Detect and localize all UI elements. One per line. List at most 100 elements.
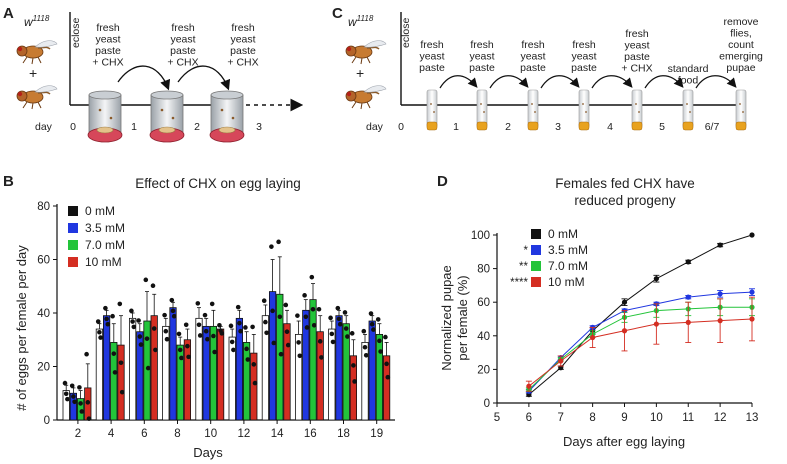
chart-d-ylabel-line2: per female (%) <box>455 275 470 360</box>
chart-d-point <box>526 383 532 389</box>
chart-b-bar <box>103 315 111 421</box>
chart-b-point <box>205 336 210 342</box>
chart-b-point <box>84 351 89 357</box>
chart-b-bar <box>316 331 324 421</box>
step-label-a: yeast <box>230 34 255 46</box>
chart-b-point <box>277 314 283 320</box>
chart-d-xtick-label: 6 <box>526 412 532 424</box>
chart-b-point <box>278 351 284 357</box>
panel-a-cups <box>87 90 245 143</box>
chart-b-bar <box>143 320 151 421</box>
step-label-c: fresh <box>572 39 596 51</box>
day-label-a: day <box>35 121 53 133</box>
chart-b-point <box>170 308 176 314</box>
chart-b-point <box>243 325 248 330</box>
chart-b-point <box>276 239 281 245</box>
chart-b-point <box>176 331 182 337</box>
chart-b-point <box>285 342 291 348</box>
chart-d-ytick-label: 20 <box>477 364 490 376</box>
step-label-a: fresh <box>171 22 195 34</box>
chart-d-point <box>717 291 723 297</box>
chart-b-bar <box>242 342 251 421</box>
chart-d-legend-swatch <box>531 261 541 271</box>
transfer-arrow-c <box>644 75 684 89</box>
chart-b-point <box>309 274 315 280</box>
chart-d-ytick-label: 80 <box>477 264 490 276</box>
panel-c-tubes <box>426 89 747 131</box>
chart-d-xtick-label: 10 <box>650 412 663 424</box>
chart-b-point <box>145 365 151 371</box>
panel-label-d: D <box>437 173 448 190</box>
genotype-label-c: w1118 <box>348 14 374 29</box>
step-label-c: yeast <box>419 51 444 63</box>
chart-d-significance: **** <box>510 277 528 289</box>
chart-b-point <box>371 327 376 332</box>
chart-d-legend-label: 3.5 mM <box>548 243 588 257</box>
step-label-c: pupae <box>726 62 755 74</box>
chart-d-title-line2: reduced progeny <box>574 193 676 208</box>
transfer-arrow-c <box>489 75 529 89</box>
chart-b-bar <box>216 328 225 421</box>
chart-b-point <box>383 334 388 340</box>
chart-b-point <box>284 329 290 335</box>
chart-b-point <box>269 244 274 249</box>
step-label-c: fresh <box>625 28 649 40</box>
chart-b-point <box>138 342 144 347</box>
chart-d-point <box>749 316 755 322</box>
chart-b-point <box>271 340 277 346</box>
chart-b-point <box>244 346 249 352</box>
chart-b-point <box>237 320 242 326</box>
chart-b-bar <box>209 325 217 421</box>
step-label-a: yeast <box>170 34 195 46</box>
panel-c-days: 0 1 2 3 4 5 6/7 <box>398 121 719 133</box>
transfer-arrow-c <box>540 75 580 89</box>
chart-d-xtick-label: 7 <box>558 412 564 424</box>
vial-icon <box>735 89 747 131</box>
chart-d-point <box>749 232 755 238</box>
chart-d-legend: 0 mM 3.5 mM * 7.0 mM ** 10 mM **** <box>510 227 588 289</box>
chart-b-point <box>78 401 83 406</box>
chart-d-series-line <box>528 318 753 387</box>
chart-b-point <box>283 302 289 308</box>
chart-b-xtick-label: 14 <box>271 428 284 440</box>
chart-b-point <box>345 334 350 339</box>
chart-d-ylabel-line1: Normalized pupae <box>439 265 454 371</box>
chart-b-point <box>63 391 69 397</box>
chart-b-bar <box>95 328 103 421</box>
chart-b-point <box>303 314 309 320</box>
day-number-c: 6/7 <box>705 121 720 133</box>
chart-b-point <box>310 306 316 312</box>
chart-b-point <box>263 319 268 325</box>
chart-b-point <box>304 325 310 330</box>
chart-b-point <box>349 331 355 336</box>
vial-icon <box>578 89 590 131</box>
chart-b-point <box>316 306 322 312</box>
chart-b-point <box>231 347 236 353</box>
chart-d-point <box>685 294 691 300</box>
chart-d-series-line <box>528 291 753 392</box>
transfer-arrow-a <box>177 65 231 91</box>
day-number-a: 2 <box>194 121 200 133</box>
chart-b-point <box>378 349 383 354</box>
chart-d-point <box>621 299 628 305</box>
chart-b-point <box>245 357 251 362</box>
step-label-c: flies, <box>730 28 752 40</box>
chart-b-point <box>95 319 101 324</box>
step-label-c: fresh <box>420 39 444 51</box>
chart-b-point <box>238 328 243 334</box>
chart-d-xtick-label: 5 <box>494 412 500 424</box>
chart-b-point <box>228 323 234 329</box>
step-label-a: + CHX <box>92 57 123 69</box>
chart-b-bar <box>169 307 177 421</box>
transfer-arrow-c <box>439 75 478 89</box>
chart-b-ytick-label: 20 <box>37 362 50 374</box>
chart-b-bar <box>309 299 317 421</box>
chart-d-point <box>653 321 659 327</box>
plus-sign-c: + <box>356 65 364 81</box>
chart-b-point <box>186 354 191 360</box>
step-label-c: standard <box>668 63 709 75</box>
chart-d-significance: * <box>524 245 529 257</box>
chart-b-bar <box>183 339 191 421</box>
eclose-label-a: eclose <box>70 17 82 48</box>
